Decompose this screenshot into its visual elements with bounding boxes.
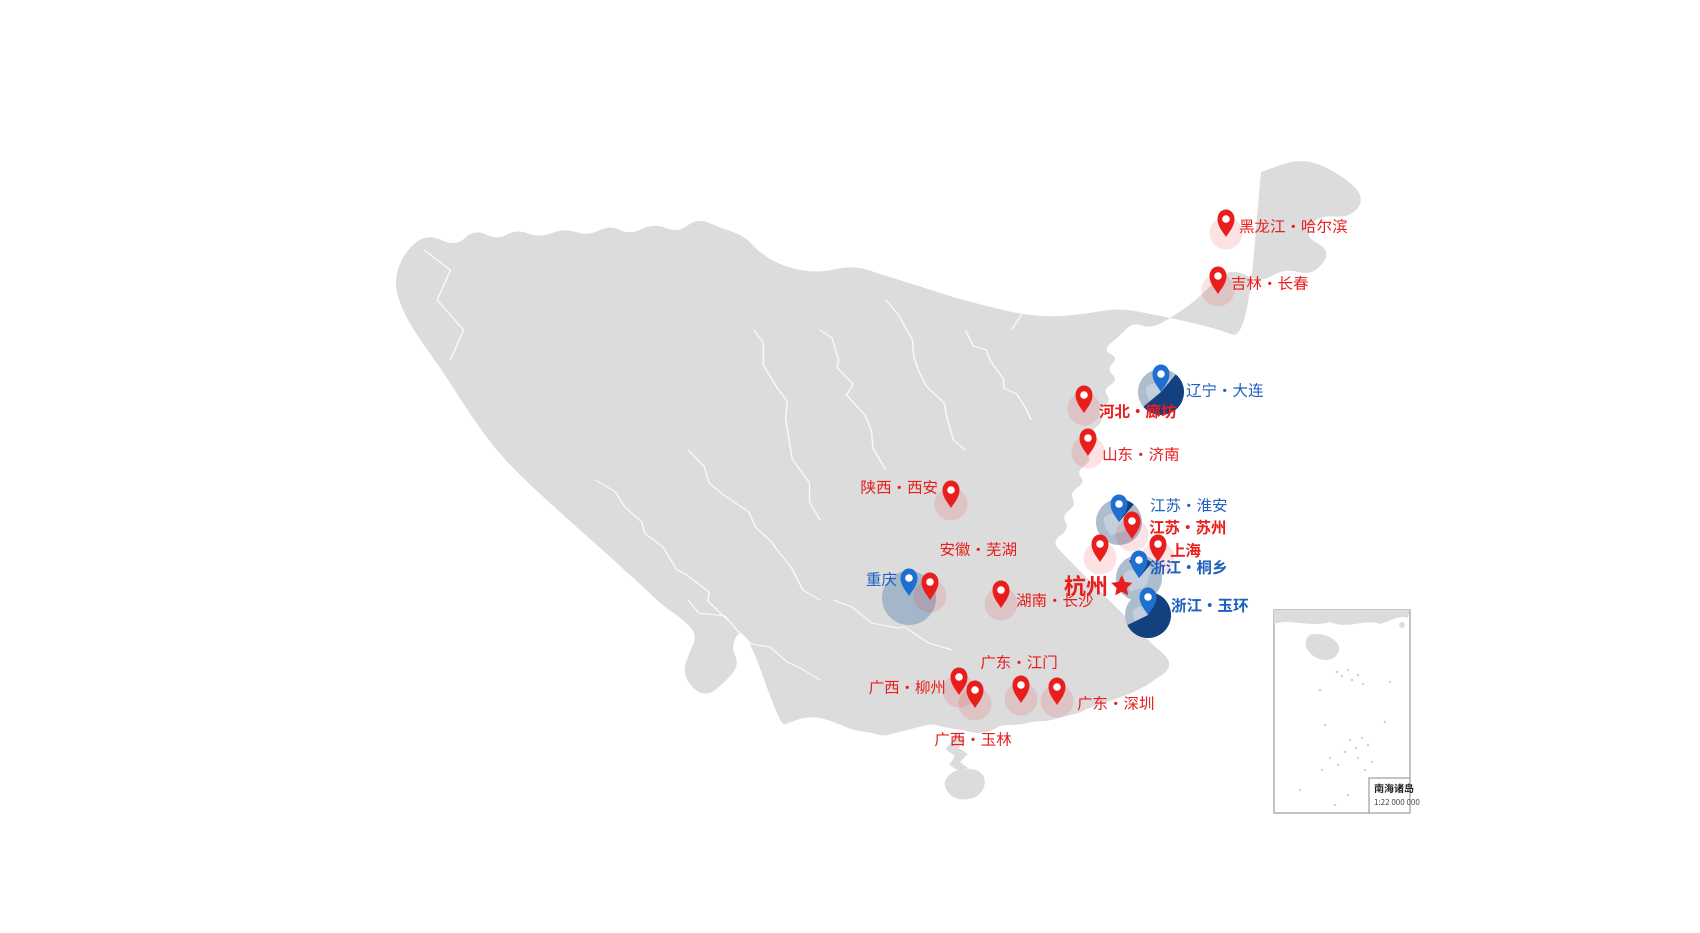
- svg-text:广西·柳州: 广西·柳州: [868, 676, 946, 698]
- svg-text:广东·江门: 广东·江门: [980, 651, 1058, 673]
- svg-text:江苏·苏州: 江苏·苏州: [1149, 516, 1227, 538]
- svg-text:吉林·长春: 吉林·长春: [1231, 272, 1309, 294]
- svg-text:浙江·玉环: 浙江·玉环: [1171, 594, 1249, 616]
- svg-text:安徽·芜湖: 安徽·芜湖: [939, 538, 1017, 560]
- svg-text:陕西·西安: 陕西·西安: [860, 476, 938, 498]
- svg-text:南海诸岛: 南海诸岛: [1374, 780, 1414, 795]
- svg-text:广东·深圳: 广东·深圳: [1077, 692, 1155, 714]
- svg-text:浙江·桐乡: 浙江·桐乡: [1150, 556, 1228, 578]
- svg-text:河北·廊坊: 河北·廊坊: [1099, 400, 1177, 422]
- svg-text:江苏·淮安: 江苏·淮安: [1150, 494, 1228, 516]
- svg-text:重庆: 重庆: [866, 568, 897, 590]
- svg-text:湖南·长沙: 湖南·长沙: [1016, 589, 1094, 611]
- svg-text:广西·玉林: 广西·玉林: [934, 728, 1012, 750]
- svg-text:山东·济南: 山东·济南: [1102, 443, 1180, 465]
- svg-text:1:22 000 000: 1:22 000 000: [1374, 797, 1420, 808]
- svg-text:辽宁·大连: 辽宁·大连: [1186, 379, 1264, 401]
- svg-text:黑龙江·哈尔滨: 黑龙江·哈尔滨: [1239, 215, 1348, 237]
